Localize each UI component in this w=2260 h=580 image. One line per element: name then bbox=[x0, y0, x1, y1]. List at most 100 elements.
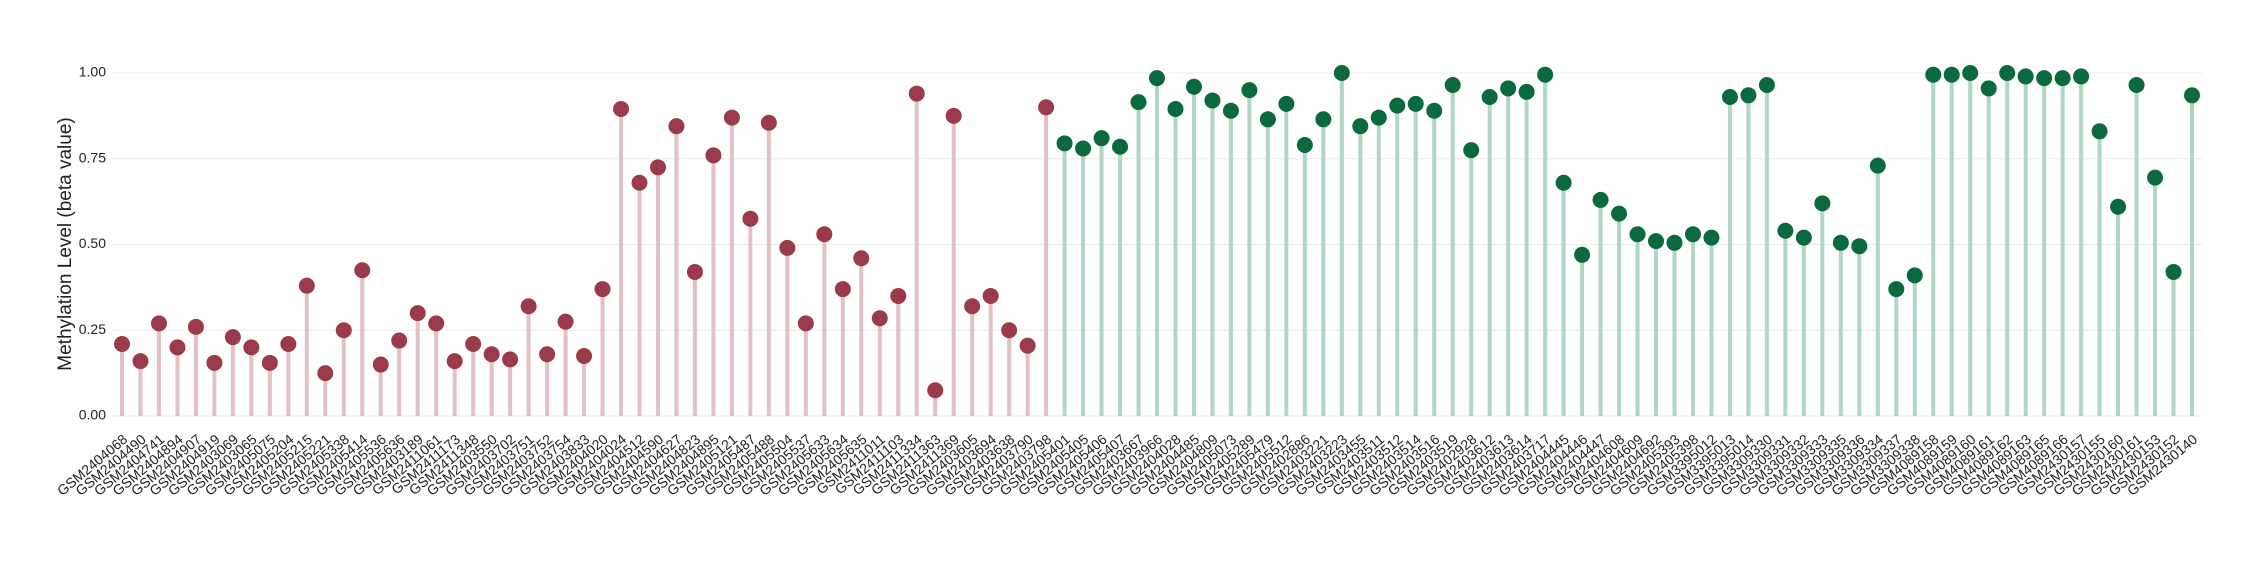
dot bbox=[354, 262, 371, 279]
dot bbox=[945, 107, 962, 124]
dot bbox=[742, 210, 759, 227]
dot bbox=[1555, 174, 1572, 191]
dot bbox=[1611, 205, 1628, 222]
dot bbox=[613, 101, 630, 118]
dot bbox=[1407, 95, 1424, 112]
dot bbox=[1204, 92, 1221, 109]
dot bbox=[2165, 263, 2182, 280]
dot bbox=[1980, 80, 1997, 97]
dot bbox=[1629, 226, 1646, 243]
dot bbox=[114, 335, 130, 352]
dot bbox=[834, 281, 851, 298]
dot bbox=[224, 329, 241, 346]
dot bbox=[890, 287, 907, 304]
dot bbox=[465, 335, 482, 352]
dot bbox=[1962, 65, 1979, 81]
dot bbox=[1444, 77, 1461, 94]
dot bbox=[1851, 238, 1868, 255]
dot bbox=[1832, 234, 1849, 251]
dot bbox=[169, 339, 186, 356]
dot bbox=[1721, 89, 1738, 106]
dot bbox=[1296, 137, 1313, 154]
dot bbox=[409, 305, 426, 322]
dot bbox=[1130, 94, 1147, 111]
dot bbox=[1019, 337, 1036, 354]
dot bbox=[1758, 77, 1775, 94]
dot bbox=[1684, 226, 1701, 243]
dot bbox=[760, 114, 777, 131]
dot bbox=[1001, 322, 1018, 339]
dot bbox=[686, 263, 703, 280]
dot bbox=[1518, 83, 1535, 100]
y-tick-label: 0.25 bbox=[79, 321, 106, 337]
dot bbox=[853, 250, 870, 267]
dot bbox=[1370, 109, 1387, 126]
dot bbox=[1149, 70, 1165, 87]
dot bbox=[2147, 169, 2164, 186]
dot bbox=[2110, 198, 2127, 215]
dot bbox=[557, 313, 574, 330]
dot bbox=[576, 347, 593, 364]
y-axis-title: Methylation Level (beta value) bbox=[55, 117, 76, 370]
dot bbox=[1740, 87, 1757, 104]
y-tick-label: 0.50 bbox=[79, 235, 106, 251]
dot bbox=[428, 315, 445, 332]
dot bbox=[1943, 66, 1960, 83]
dot bbox=[372, 356, 389, 373]
dot bbox=[1056, 135, 1073, 152]
dot bbox=[1241, 82, 1258, 99]
dot bbox=[1703, 229, 1720, 246]
dot bbox=[298, 277, 315, 294]
dot bbox=[1222, 102, 1239, 119]
dot bbox=[1666, 234, 1683, 251]
dot bbox=[1389, 97, 1406, 114]
dot bbox=[871, 310, 888, 327]
dot bbox=[132, 353, 149, 370]
dot bbox=[1777, 222, 1794, 239]
dot bbox=[2073, 68, 2090, 85]
dot bbox=[1278, 95, 1295, 112]
dot bbox=[446, 353, 463, 370]
dot bbox=[779, 239, 796, 256]
dot bbox=[1315, 111, 1332, 128]
dot bbox=[1814, 195, 1831, 212]
dot bbox=[483, 346, 500, 363]
dot bbox=[502, 351, 519, 368]
dot bbox=[243, 339, 260, 356]
dot bbox=[1906, 267, 1923, 284]
dot bbox=[927, 382, 944, 399]
dot bbox=[1592, 191, 1609, 208]
y-tick-label: 1.00 bbox=[79, 64, 106, 80]
dot bbox=[1795, 229, 1812, 246]
dot bbox=[816, 226, 833, 243]
y-tick-label: 0.75 bbox=[79, 149, 106, 165]
dot bbox=[2091, 123, 2108, 140]
y-tick-label: 0.00 bbox=[79, 407, 106, 423]
dot bbox=[1481, 89, 1498, 106]
dot bbox=[668, 118, 685, 135]
dot bbox=[1185, 78, 1202, 95]
dot bbox=[317, 365, 334, 382]
dot bbox=[982, 287, 999, 304]
dot bbox=[1537, 66, 1554, 83]
dot bbox=[723, 109, 740, 126]
dot bbox=[594, 281, 611, 298]
dot bbox=[335, 322, 352, 339]
dot bbox=[705, 147, 722, 164]
dot bbox=[206, 354, 223, 371]
dot bbox=[908, 85, 925, 102]
dot bbox=[280, 335, 297, 352]
dot bbox=[1112, 138, 1129, 155]
dot bbox=[1925, 66, 1942, 83]
dot bbox=[1038, 99, 1055, 116]
dot bbox=[261, 354, 278, 371]
dot bbox=[1352, 118, 1369, 135]
dot bbox=[2054, 70, 2071, 87]
dot bbox=[1075, 140, 1092, 157]
dot bbox=[1574, 246, 1591, 263]
dot bbox=[520, 298, 537, 315]
dot bbox=[1500, 80, 1517, 97]
dot bbox=[1869, 157, 1886, 174]
dot bbox=[539, 346, 556, 363]
